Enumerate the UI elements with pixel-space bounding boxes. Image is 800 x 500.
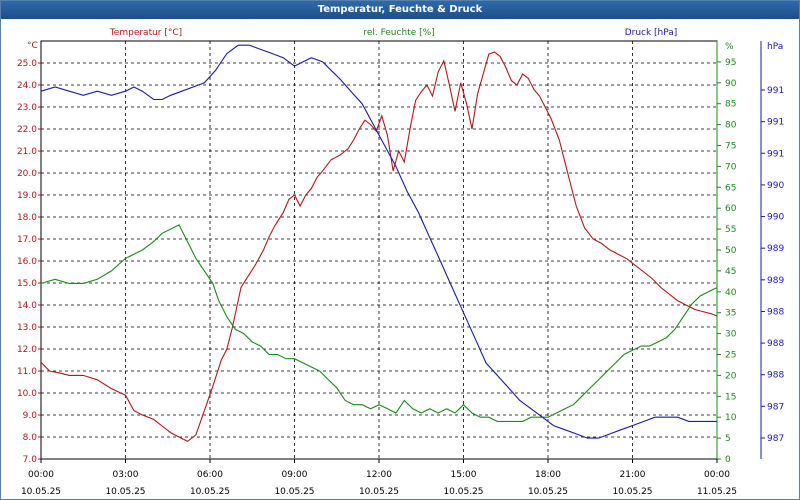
right1-tick-label: 55 (725, 225, 736, 235)
x-tick-label: 18:00 (535, 470, 561, 480)
x-tick-label: 03:00 (113, 470, 139, 480)
right1-tick-label: 40 (725, 288, 737, 298)
left-tick-label: 23.0 (17, 103, 37, 113)
right1-tick-label: 35 (725, 309, 736, 319)
left-tick-label: 16.0 (17, 257, 37, 267)
right1-tick-label: 65 (725, 183, 736, 193)
left-tick-label: 17.0 (17, 235, 37, 245)
right1-tick-label: 70 (725, 162, 737, 172)
right1-tick-label: 85 (725, 100, 736, 110)
right2-tick-label: 988 (767, 307, 784, 317)
left-axis-unit: °C (27, 41, 38, 51)
x-date-label: 10.05.25 (612, 487, 652, 497)
left-tick-label: 14.0 (17, 301, 37, 311)
right2-tick-label: 990 (767, 181, 784, 191)
right1-tick-label: 30 (725, 330, 737, 340)
x-date-label: 10.05.25 (528, 487, 568, 497)
right1-axis-label: rel. Feuchte [%] (363, 28, 434, 38)
right2-tick-label: 988 (767, 339, 784, 349)
right1-tick-label: 60 (725, 204, 737, 214)
left-tick-label: 25.0 (17, 59, 37, 69)
left-tick-label: 20.0 (17, 169, 37, 179)
right2-tick-label: 991 (767, 86, 784, 96)
right2-tick-label: 991 (767, 149, 784, 159)
left-tick-label: 12.0 (17, 345, 37, 355)
left-tick-label: 21.0 (17, 147, 37, 157)
left-tick-label: 19.0 (17, 191, 37, 201)
right2-tick-label: 989 (767, 244, 784, 254)
x-tick-label: 00:00 (704, 470, 730, 480)
left-tick-label: 8.0 (23, 433, 38, 443)
right2-tick-label: 991 (767, 118, 784, 128)
right1-tick-label: 0 (725, 455, 731, 465)
right1-axis-unit: % (725, 42, 734, 52)
right1-tick-label: 15 (725, 392, 736, 402)
left-axis-label: Temperatur [°C] (109, 28, 182, 38)
right2-tick-label: 987 (767, 402, 784, 412)
left-tick-label: 11.0 (17, 367, 37, 377)
right1-tick-label: 50 (725, 246, 737, 256)
right1-tick-label: 20 (725, 371, 737, 381)
left-tick-label: 9.0 (23, 411, 38, 421)
x-date-label: 10.05.25 (274, 487, 314, 497)
x-tick-label: 09:00 (282, 470, 308, 480)
x-date-label: 10.05.25 (359, 487, 399, 497)
x-date-label: 10.05.25 (21, 487, 61, 497)
left-tick-label: 15.0 (17, 279, 37, 289)
left-tick-label: 7.0 (23, 455, 38, 465)
right2-tick-label: 990 (767, 213, 784, 223)
right2-axis-unit: hPa (767, 42, 783, 52)
x-date-label: 10.05.25 (105, 487, 145, 497)
x-date-label: 11.05.25 (697, 487, 737, 497)
right1-tick-label: 90 (725, 79, 737, 89)
series-line-pressure (40, 44, 717, 439)
x-tick-label: 06:00 (197, 470, 223, 480)
x-tick-label: 15:00 (451, 470, 477, 480)
x-tick-label: 12:00 (366, 470, 392, 480)
right1-tick-label: 95 (725, 58, 736, 68)
left-tick-label: 13.0 (17, 323, 37, 333)
right1-tick-label: 10 (725, 413, 737, 423)
right1-tick-label: 80 (725, 121, 737, 131)
left-tick-label: 10.0 (17, 389, 37, 399)
right1-tick-label: 5 (725, 434, 731, 444)
window-title: Temperatur, Feuchte & Druck (1, 1, 799, 19)
left-tick-label: 24.0 (17, 81, 37, 91)
x-date-label: 10.05.25 (443, 487, 483, 497)
x-tick-label: 00:00 (28, 470, 54, 480)
left-tick-label: 18.0 (17, 213, 37, 223)
right1-tick-label: 75 (725, 142, 736, 152)
right1-tick-label: 45 (725, 267, 736, 277)
right2-axis-label: Druck [hPa] (625, 28, 678, 38)
series-line-humidity (40, 224, 718, 422)
series-line-temperature (40, 51, 718, 443)
left-tick-label: 22.0 (17, 125, 37, 135)
right2-tick-label: 987 (767, 434, 784, 444)
right1-tick-label: 25 (725, 351, 736, 361)
x-date-label: 10.05.25 (190, 487, 230, 497)
right2-tick-label: 988 (767, 371, 784, 381)
right2-tick-label: 989 (767, 276, 784, 286)
x-tick-label: 21:00 (620, 470, 646, 480)
